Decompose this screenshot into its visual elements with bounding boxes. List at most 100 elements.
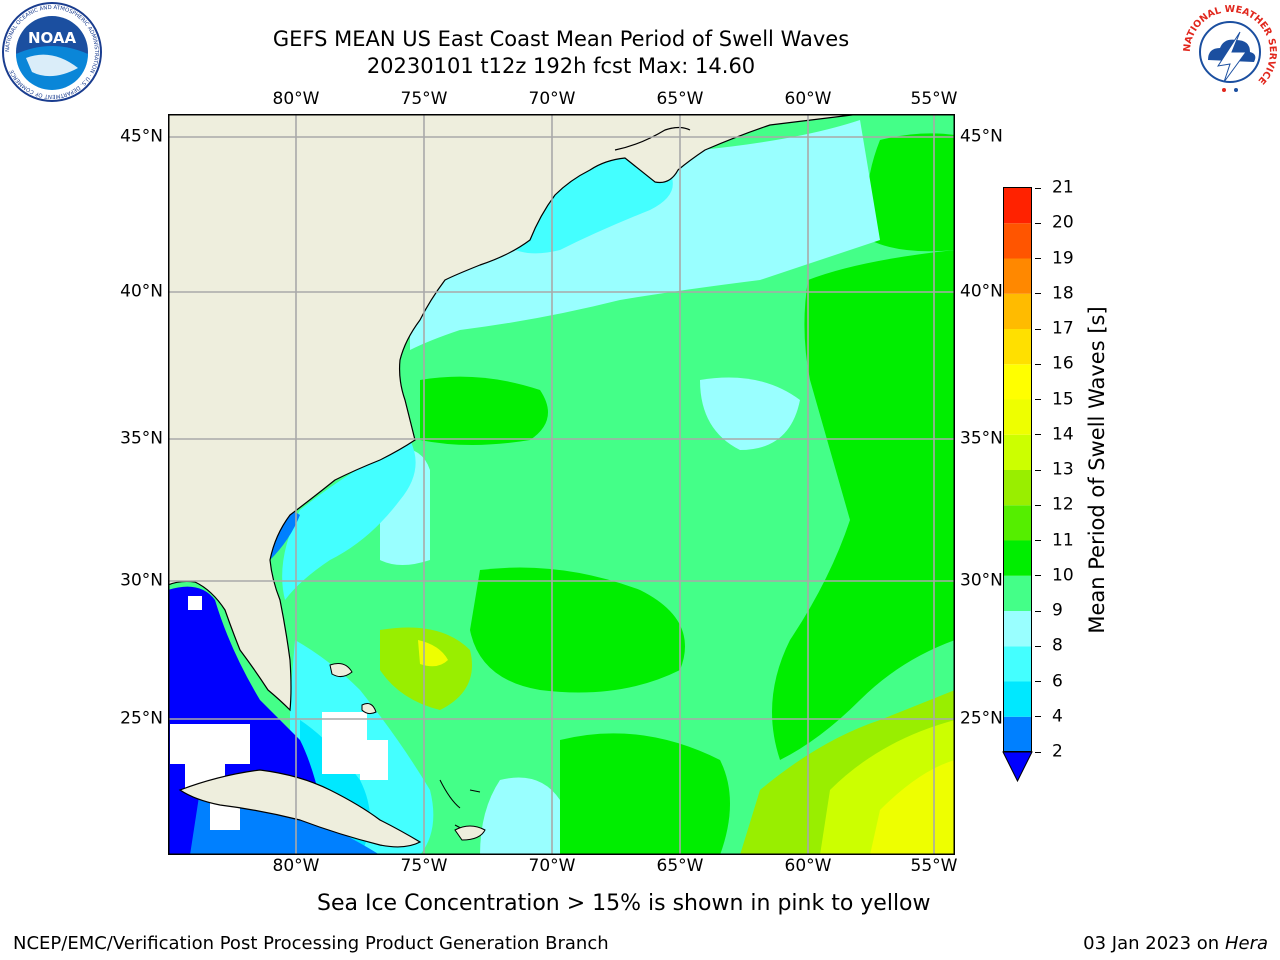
colorbar-tick bbox=[1035, 504, 1041, 506]
colorbar-tick bbox=[1035, 575, 1041, 577]
colorbar-block bbox=[1003, 258, 1032, 294]
footer-host: Hera bbox=[1224, 933, 1268, 954]
lat-label-right: 35°N bbox=[960, 428, 1003, 449]
colorbar-tick bbox=[1035, 716, 1041, 718]
lat-label-left: 30°N bbox=[120, 570, 163, 591]
swell-region-10s bbox=[772, 250, 955, 760]
colorbar-tick-label: 10 bbox=[1052, 565, 1074, 586]
colorbar-block bbox=[1003, 329, 1032, 365]
colorbar-block bbox=[1003, 223, 1032, 259]
colorbar-tick bbox=[1035, 469, 1041, 471]
footer-credit: NCEP/EMC/Verification Post Processing Pr… bbox=[13, 933, 609, 954]
lon-label-bottom: 80°W bbox=[272, 856, 320, 876]
colorbar-tick bbox=[1035, 328, 1041, 330]
noaa-logo-text: NOAA bbox=[28, 29, 77, 47]
no-data-patch bbox=[360, 740, 388, 780]
no-data-patch bbox=[188, 596, 202, 610]
lat-label-left: 40°N bbox=[120, 281, 163, 302]
colorbar-block bbox=[1003, 681, 1032, 717]
colorbar-tick-label: 21 bbox=[1052, 177, 1074, 198]
colorbar-tick bbox=[1035, 645, 1041, 647]
colorbar-tick bbox=[1035, 399, 1041, 400]
hispaniola-land bbox=[454, 825, 486, 841]
colorbar-tick-label: 14 bbox=[1052, 424, 1074, 445]
colorbar-tick-label: 19 bbox=[1052, 248, 1074, 268]
chart-title: GEFS MEAN US East Coast Mean Period of S… bbox=[272, 27, 850, 51]
colorbar-block bbox=[1003, 470, 1032, 506]
swell-region-6s bbox=[282, 440, 416, 600]
lon-label-bottom: 70°W bbox=[528, 856, 576, 876]
noaa-logo: NATIONAL OCEANIC AND ATMOSPHERIC ADMINIS… bbox=[2, 2, 102, 102]
colorbar-tick bbox=[1035, 540, 1041, 541]
colorbar-tick-label: 4 bbox=[1052, 706, 1063, 727]
colorbar-block bbox=[1003, 646, 1032, 682]
lat-label-left: 35°N bbox=[120, 428, 163, 449]
nws-logo: NATIONAL WEATHER SERVICE bbox=[1181, 3, 1279, 101]
cuba-land bbox=[178, 769, 422, 848]
swell-region-8s bbox=[480, 777, 560, 855]
swell-period-map bbox=[168, 114, 955, 855]
colorbar-tick bbox=[1035, 258, 1041, 259]
colorbar bbox=[1002, 187, 1033, 783]
lat-label-left: 25°N bbox=[120, 708, 163, 729]
colorbar-tick bbox=[1035, 363, 1041, 365]
footer-date: 03 Jan 2023 on Hera bbox=[1083, 933, 1268, 954]
colorbar-tick-label: 13 bbox=[1052, 459, 1074, 480]
lon-label-bottom: 55°W bbox=[910, 856, 958, 876]
colorbar-tick-label: 2 bbox=[1052, 741, 1063, 762]
lat-label-left: 45°N bbox=[120, 126, 163, 147]
footer-date-text: 03 Jan 2023 on bbox=[1083, 933, 1225, 954]
colorbar-block bbox=[1003, 434, 1032, 470]
colorbar-tick-label: 20 bbox=[1052, 212, 1074, 233]
colorbar-tick bbox=[1035, 187, 1041, 189]
no-data-patch bbox=[322, 712, 367, 774]
lon-label-top: 55°W bbox=[910, 89, 958, 109]
lat-label-right: 40°N bbox=[960, 281, 1003, 302]
colorbar-tick-label: 17 bbox=[1052, 318, 1074, 339]
colorbar-block bbox=[1003, 364, 1032, 400]
no-data-patches bbox=[170, 596, 388, 830]
swell-region-10s bbox=[470, 567, 685, 693]
colorbar-tick bbox=[1035, 434, 1041, 436]
colorbar-outline bbox=[1003, 187, 1032, 752]
lon-label-top: 65°W bbox=[656, 89, 704, 109]
colorbar-block bbox=[1003, 611, 1032, 647]
lat-label-right: 25°N bbox=[960, 708, 1003, 729]
lon-label-top: 70°W bbox=[528, 89, 576, 109]
colorbar-block bbox=[1003, 716, 1032, 752]
bahamas-land bbox=[361, 703, 377, 715]
colorbar-title: Mean Period of Swell Waves [s] bbox=[1085, 306, 1109, 634]
colorbar-block bbox=[1003, 505, 1032, 541]
colorbar-block bbox=[1003, 188, 1032, 224]
swell-region-12s bbox=[380, 627, 472, 710]
north-america-land bbox=[168, 114, 861, 712]
colorbar-under-arrow bbox=[1002, 751, 1033, 783]
colorbar-block bbox=[1003, 540, 1032, 576]
colorbar-tick-label: 6 bbox=[1052, 671, 1063, 691]
lon-label-top: 80°W bbox=[272, 89, 320, 109]
colorbar-tick-label: 8 bbox=[1052, 635, 1063, 656]
colorbar-tick-label: 12 bbox=[1052, 494, 1074, 515]
colorbar-block bbox=[1003, 399, 1032, 435]
lon-label-bottom: 60°W bbox=[784, 856, 832, 876]
swell-region-10s bbox=[560, 733, 730, 855]
colorbar-tick bbox=[1035, 751, 1041, 753]
lon-label-top: 75°W bbox=[400, 89, 448, 109]
colorbar-block bbox=[1003, 293, 1032, 329]
map-border bbox=[168, 114, 955, 855]
colorbar-tick-label: 16 bbox=[1052, 353, 1074, 374]
no-data-patch bbox=[170, 724, 250, 764]
lat-label-right: 30°N bbox=[960, 570, 1003, 591]
lon-label-bottom: 65°W bbox=[656, 856, 704, 876]
colorbar-tick bbox=[1035, 222, 1041, 224]
colorbar-block bbox=[1003, 575, 1032, 611]
bahamas-land bbox=[329, 663, 353, 678]
lat-lon-grid bbox=[168, 114, 955, 855]
chart-subtitle: 20230101 t12z 192h fcst Max: 14.60 bbox=[366, 54, 756, 78]
swell-region-14s bbox=[418, 640, 448, 667]
swell-region-8s bbox=[700, 377, 800, 450]
colorbar-tick bbox=[1035, 681, 1041, 682]
lat-label-right: 45°N bbox=[960, 126, 1003, 147]
colorbar-tick bbox=[1035, 293, 1041, 295]
swell-region-10s bbox=[420, 376, 548, 445]
